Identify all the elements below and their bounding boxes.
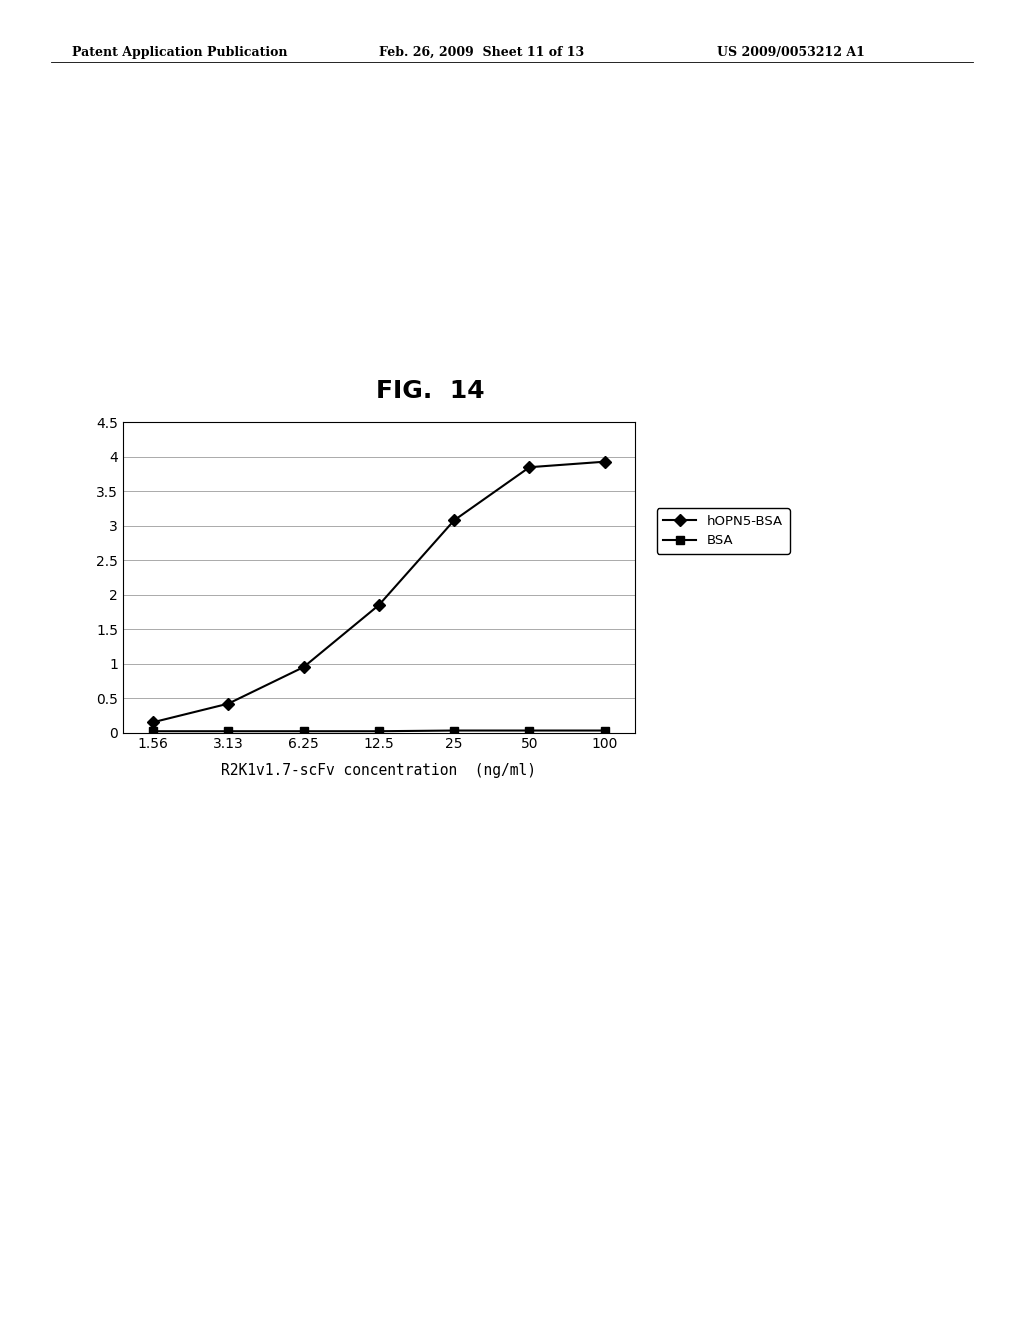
Text: US 2009/0053212 A1: US 2009/0053212 A1 (717, 46, 864, 59)
Text: Patent Application Publication: Patent Application Publication (72, 46, 287, 59)
Legend: hOPN5-BSA, BSA: hOPN5-BSA, BSA (656, 508, 790, 554)
Text: Feb. 26, 2009  Sheet 11 of 13: Feb. 26, 2009 Sheet 11 of 13 (379, 46, 584, 59)
Text: FIG.  14: FIG. 14 (376, 379, 484, 403)
X-axis label: R2K1v1.7-scFv concentration  (ng/ml): R2K1v1.7-scFv concentration (ng/ml) (221, 763, 537, 777)
